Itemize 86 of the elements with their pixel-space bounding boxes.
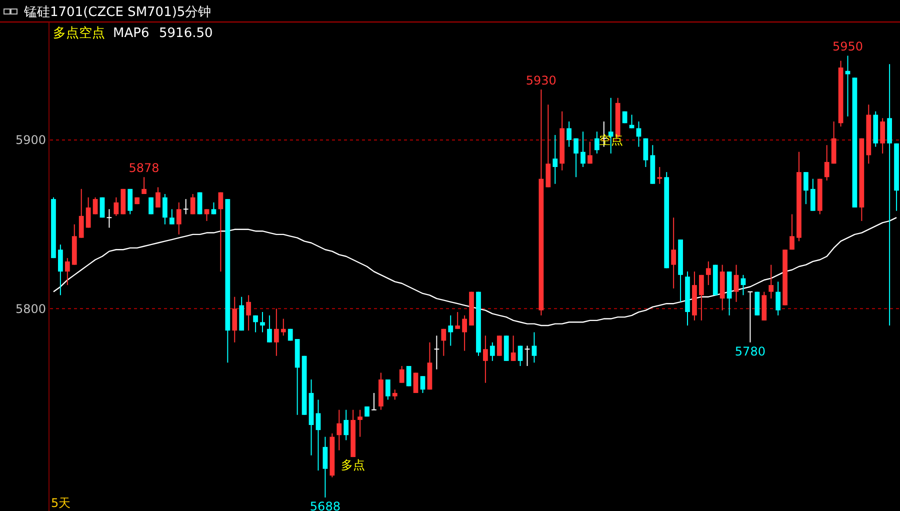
candlestick [156,186,160,208]
candlestick [399,365,404,384]
candlestick [490,342,495,362]
chart-subtitle: 多点空点 [53,26,105,41]
candlestick [114,196,119,216]
y-tick-label: 5800 [15,302,46,316]
candlestick [657,166,662,184]
candlestick [734,264,739,302]
candlestick [776,281,781,316]
annotation: 5916.50 [159,26,213,41]
candlestick [887,64,892,326]
candlestick [810,178,816,212]
candlestick [316,399,321,472]
annotation: 5950 [832,40,864,54]
y-tick-label: 5900 [15,133,46,148]
candlestick [344,409,349,441]
candlestick [392,389,398,400]
annotation: 5天 [51,496,71,510]
candlestick [385,378,390,400]
candlestick [142,176,146,194]
candlestick [246,294,252,332]
chart-title: 锰硅1701(CZCE SM701)5分钟 [23,5,212,20]
candlestick [204,208,210,222]
annotation: 5780 [734,344,766,358]
candlestick [183,198,188,215]
candlestick [169,208,174,225]
candlestick [434,335,440,370]
candlestick [336,409,342,451]
candlestick [78,188,84,238]
annotation: 多点 [341,458,366,472]
candlestick [588,141,592,164]
candlestick [510,335,516,362]
candlestick [546,104,551,188]
candlestick [518,345,523,366]
candlestick [190,193,196,215]
candlestick [232,296,238,343]
candlestick [455,312,460,330]
candlestick [483,335,488,384]
candlestick [420,376,426,394]
line-series [52,217,898,326]
candlestick [64,258,70,286]
text: MAP6 [113,26,150,41]
candlestick [441,328,446,356]
candlestick [698,274,704,321]
annotation: 5688 [310,500,340,511]
candlestick [260,312,265,333]
candlestick [267,314,272,343]
candlestick [92,196,98,215]
candlestick [176,202,182,235]
candlestick [566,120,572,148]
candlestick [58,244,63,296]
candlestick [754,291,760,316]
candlestick [768,264,774,300]
candlestick [594,131,600,154]
candlestick [532,332,537,364]
candlestick [372,392,376,410]
candlestick [552,134,558,184]
candlestick [106,208,112,228]
candlestick [574,138,578,178]
candlestick [496,335,502,356]
candlestick [790,214,794,250]
candlestick [274,308,279,356]
candlestick [824,144,830,182]
candlestick [845,55,850,117]
candlestick [804,172,808,205]
candlestick [580,131,586,168]
candlestick [448,314,454,346]
candlestick [128,188,133,215]
candlestick [253,314,258,333]
candlestick [524,345,530,366]
candlestick [671,217,676,289]
candlestick [358,409,362,438]
candlestick [636,120,642,148]
candlestick [218,192,224,272]
candlestick [280,318,286,336]
candlestick [748,291,753,343]
candlestick [880,118,886,154]
candlestick [86,196,91,228]
candlestick [322,436,328,498]
candlestick [706,260,711,286]
candlestick [643,138,648,168]
annotation: 5930 [526,73,556,88]
candlestick [162,193,168,225]
annotation: 5878 [128,161,160,176]
candlestick [462,314,467,352]
candlestick [413,372,418,394]
